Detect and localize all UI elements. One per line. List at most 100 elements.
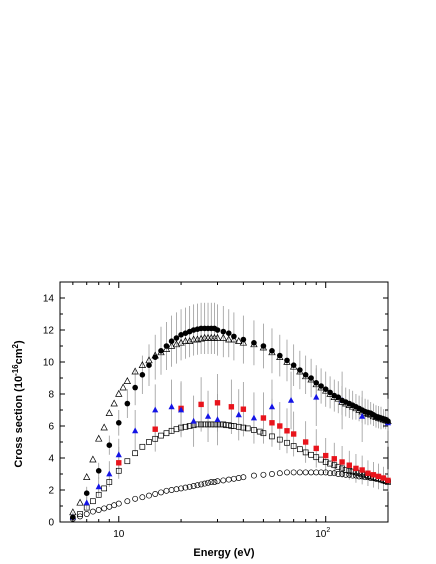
- data-point-open-circle: [182, 484, 189, 491]
- data-point-open-circle: [186, 483, 193, 490]
- data-point-filled-triangle: [106, 470, 113, 477]
- data-point-open-triangle: [213, 333, 222, 341]
- data-point-open-square: [194, 421, 201, 428]
- data-point-filled-circle: [251, 340, 257, 346]
- data-point-open-circle: [77, 513, 84, 520]
- data-point-filled-square: [346, 462, 352, 468]
- data-point-open-square: [106, 479, 113, 485]
- data-point-filled-square: [385, 477, 391, 484]
- y-tick-label: 12: [43, 326, 55, 337]
- data-point-open-square: [240, 424, 247, 431]
- data-point-filled-circle: [139, 372, 146, 378]
- data-point-open-circle: [362, 474, 369, 481]
- data-markers: [69, 325, 392, 522]
- data-point-open-circle: [190, 483, 197, 489]
- data-point-open-triangle: [172, 340, 181, 348]
- y-tick-label: 4: [48, 454, 54, 465]
- data-point-open-triangle: [138, 361, 147, 368]
- data-point-filled-square: [290, 431, 297, 437]
- data-point-filled-circle: [385, 418, 391, 425]
- data-point-filled-circle: [124, 400, 131, 407]
- x-tick-label-base: 10: [315, 529, 327, 540]
- x-tick-label: 10: [113, 529, 125, 540]
- data-point-open-circle: [356, 473, 363, 480]
- data-point-filled-triangle: [177, 406, 185, 413]
- data-point-open-square: [124, 458, 131, 465]
- data-point-filled-square: [323, 452, 329, 459]
- data-point-open-circle: [335, 471, 342, 477]
- data-point-open-circle: [349, 472, 356, 479]
- data-point-open-circle: [89, 508, 96, 515]
- data-point-filled-circle: [240, 336, 247, 343]
- data-point-open-circle: [201, 480, 208, 487]
- data-point-open-circle: [208, 479, 215, 485]
- data-point-open-circle: [284, 469, 290, 476]
- data-point-filled-triangle: [359, 413, 366, 419]
- data-point-filled-circle: [173, 335, 180, 341]
- data-point-open-circle: [327, 470, 334, 477]
- data-point-open-circle: [139, 494, 146, 501]
- data-point-filled-circle: [214, 327, 221, 333]
- data-point-open-square: [276, 436, 283, 443]
- data-point-open-circle: [194, 482, 201, 489]
- data-point-filled-square: [152, 426, 158, 432]
- y-axis-title: Cross section (10-16cm2): [11, 340, 25, 468]
- data-point-open-circle: [115, 500, 122, 507]
- data-point-filled-circle: [83, 490, 90, 497]
- data-point-open-triangle: [110, 399, 118, 407]
- data-point-filled-square: [375, 473, 382, 480]
- data-point-open-square: [251, 427, 257, 433]
- data-point-open-triangle: [235, 337, 243, 344]
- data-point-filled-square: [370, 472, 377, 478]
- data-point-open-circle: [359, 473, 366, 480]
- data-point-open-triangle: [76, 498, 84, 506]
- data-point-filled-triangle: [250, 414, 258, 421]
- data-point-filled-triangle: [95, 483, 102, 490]
- data-point-open-square: [152, 435, 159, 442]
- data-point-open-circle: [173, 486, 180, 493]
- data-point-filled-square: [331, 456, 337, 462]
- y-axis-title-unit: cm: [13, 348, 25, 364]
- data-point-open-circle: [318, 469, 325, 476]
- data-point-filled-triangle: [204, 413, 212, 419]
- data-point-open-square: [115, 467, 122, 474]
- data-point-filled-triangle: [235, 411, 242, 418]
- data-point-filled-circle: [178, 332, 184, 338]
- data-point-open-circle: [276, 470, 283, 477]
- data-point-open-circle: [158, 489, 164, 496]
- x-axis-title: Energy (eV): [193, 547, 254, 559]
- data-point-open-circle: [220, 477, 227, 484]
- data-point-open-square: [201, 421, 208, 428]
- data-point-filled-square: [313, 445, 319, 452]
- data-point-open-square: [290, 443, 297, 449]
- data-point-open-triangle: [100, 423, 108, 431]
- data-point-filled-square: [269, 420, 275, 426]
- data-point-open-square: [284, 439, 290, 446]
- data-point-open-circle: [101, 505, 108, 512]
- data-point-open-triangle: [239, 338, 248, 346]
- data-point-filled-circle: [308, 375, 314, 381]
- data-point-open-square: [235, 423, 242, 430]
- data-point-filled-circle: [322, 386, 329, 393]
- data-point-open-circle: [250, 472, 257, 479]
- data-point-open-circle: [146, 492, 152, 499]
- data-point-filled-circle: [152, 354, 159, 361]
- data-point-filled-square: [380, 475, 387, 481]
- data-point-filled-circle: [168, 338, 175, 345]
- data-point-open-square: [297, 446, 303, 453]
- data-point-filled-circle: [115, 420, 122, 426]
- data-point-open-circle: [269, 471, 275, 477]
- data-point-open-circle: [290, 469, 297, 476]
- data-point-open-circle: [152, 491, 159, 497]
- data-point-open-triangle: [225, 335, 233, 343]
- data-point-filled-triangle: [168, 403, 175, 410]
- y-tick-label: 6: [48, 422, 54, 433]
- data-point-open-triangle: [89, 455, 97, 463]
- data-point-open-square: [217, 421, 224, 428]
- y-tick-label: 2: [48, 486, 54, 497]
- data-point-open-circle: [342, 471, 349, 478]
- data-point-filled-square: [365, 470, 371, 476]
- data-point-open-square: [318, 456, 324, 463]
- data-point-open-circle: [225, 476, 232, 483]
